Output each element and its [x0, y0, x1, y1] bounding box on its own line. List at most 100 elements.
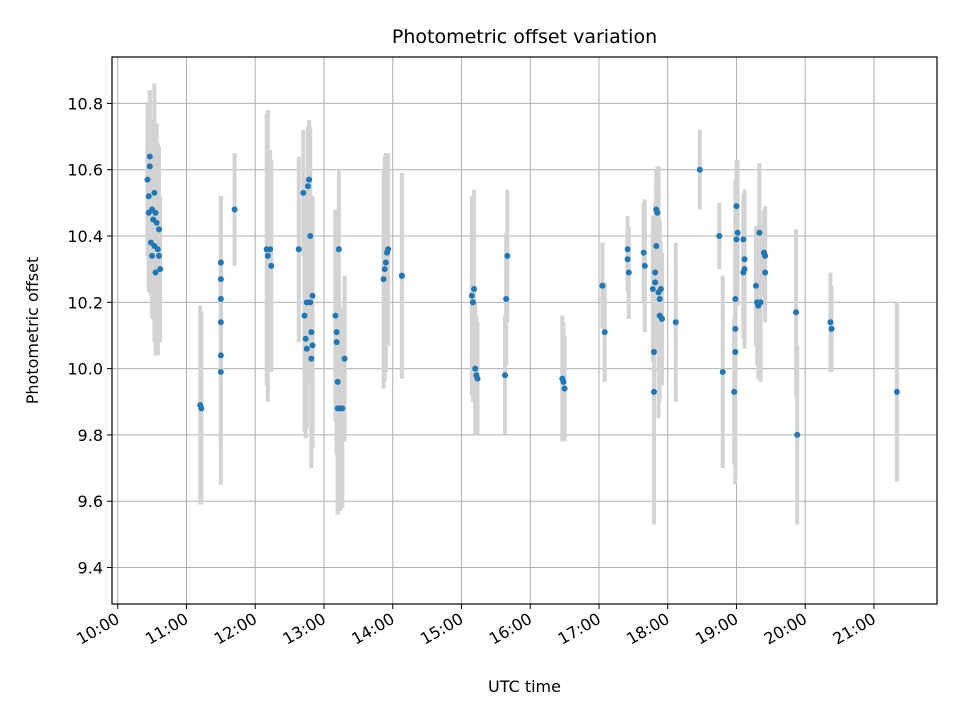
data-point	[398, 272, 405, 279]
data-point	[752, 282, 759, 289]
data-point	[468, 292, 475, 299]
data-point	[762, 269, 769, 276]
data-point	[654, 209, 661, 216]
data-point	[741, 256, 748, 263]
data-point	[828, 325, 835, 332]
data-point	[503, 296, 510, 303]
data-point	[380, 276, 387, 283]
data-point	[153, 219, 160, 226]
plot-frame	[111, 56, 938, 605]
grid	[112, 57, 937, 604]
data-point	[794, 431, 801, 438]
data-point	[719, 368, 726, 375]
data-point	[152, 269, 159, 276]
data-point	[650, 388, 657, 395]
data-point	[151, 189, 158, 196]
data-points	[144, 153, 900, 438]
data-point	[154, 246, 161, 253]
data-point	[732, 349, 739, 356]
data-point	[659, 315, 665, 322]
data-point	[301, 312, 308, 319]
data-point	[339, 405, 346, 412]
data-point	[152, 209, 159, 216]
data-point	[157, 266, 164, 273]
data-point	[295, 246, 302, 253]
data-point	[146, 163, 153, 170]
x-axis-label: UTC time	[488, 677, 561, 696]
data-point	[561, 385, 568, 392]
data-point	[756, 229, 763, 236]
data-point	[716, 233, 723, 240]
data-point	[217, 319, 224, 326]
data-point	[155, 226, 162, 233]
data-point	[474, 375, 481, 382]
data-point	[333, 329, 340, 336]
y-tick-label: 10.6	[67, 161, 103, 180]
data-point	[656, 296, 663, 303]
data-point	[560, 378, 567, 385]
data-point	[893, 388, 900, 395]
data-point	[652, 279, 659, 286]
data-point	[762, 252, 769, 259]
data-point	[502, 372, 509, 379]
data-point	[268, 262, 275, 269]
data-point	[149, 252, 156, 259]
data-point	[385, 246, 392, 253]
data-point	[217, 296, 224, 303]
data-point	[653, 242, 660, 249]
data-point	[144, 176, 151, 183]
data-point	[334, 378, 341, 385]
data-point	[599, 282, 606, 289]
data-point	[302, 335, 309, 342]
data-point	[146, 153, 153, 160]
data-point	[332, 312, 339, 319]
data-point	[625, 269, 632, 276]
chart-title: Photometric offset variation	[392, 26, 657, 48]
data-point	[303, 345, 310, 352]
data-point	[217, 259, 224, 266]
data-point	[381, 266, 388, 273]
y-tick-label: 9.6	[78, 492, 103, 511]
data-point	[145, 193, 152, 200]
y-tick-label: 10.4	[67, 227, 103, 246]
data-point	[469, 299, 476, 306]
data-point	[267, 246, 274, 253]
data-point	[672, 319, 679, 326]
data-point	[300, 189, 307, 196]
y-tick-label: 10.2	[67, 293, 103, 312]
data-point	[624, 246, 631, 253]
data-point	[309, 342, 316, 349]
y-tick-label: 9.4	[78, 559, 103, 578]
data-point	[304, 183, 311, 190]
y-tick-label: 9.8	[78, 426, 103, 445]
data-point	[308, 355, 315, 362]
data-point	[335, 246, 342, 253]
data-point	[827, 319, 834, 326]
data-point	[652, 269, 659, 276]
data-point	[217, 352, 224, 359]
data-point	[217, 276, 224, 283]
data-point	[471, 286, 478, 293]
data-point	[641, 262, 648, 269]
data-point	[264, 252, 271, 259]
data-point	[740, 236, 747, 243]
data-point	[650, 349, 657, 356]
data-point	[504, 252, 511, 259]
data-point	[231, 206, 238, 213]
data-point	[382, 259, 389, 266]
data-point	[601, 329, 608, 336]
data-point	[472, 365, 479, 372]
data-point	[198, 405, 205, 412]
data-point	[649, 286, 656, 293]
data-point	[793, 309, 800, 316]
data-point	[306, 176, 313, 183]
data-point	[741, 266, 748, 273]
y-axis: 9.4 9.6 9.8 10.0 10.2 10.4 10.6 10.8	[67, 94, 112, 578]
data-point	[731, 388, 738, 395]
data-point	[307, 299, 314, 306]
data-point	[732, 296, 739, 303]
data-point	[307, 233, 314, 240]
data-point	[624, 256, 631, 263]
